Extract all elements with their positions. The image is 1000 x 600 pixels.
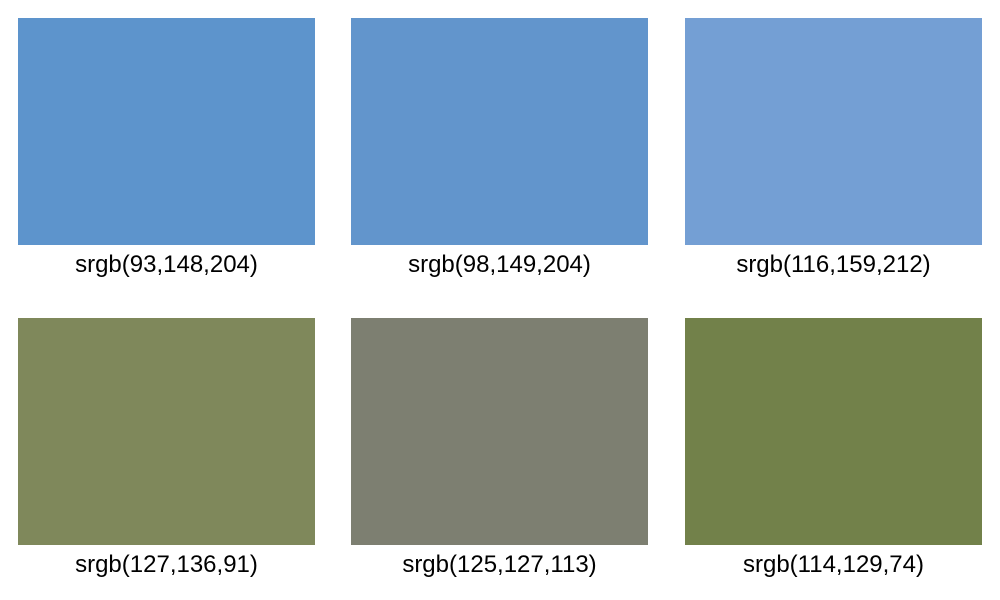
color-swatch-6 (685, 318, 982, 545)
swatch-card-2: srgb(98,149,204) (351, 18, 648, 279)
swatch-card-4: srgb(127,136,91) (18, 318, 315, 579)
color-swatch-3 (685, 18, 982, 245)
swatch-label-4: srgb(127,136,91) (75, 551, 258, 578)
swatch-label-1: srgb(93,148,204) (75, 251, 258, 278)
swatch-label-3: srgb(116,159,212) (736, 251, 931, 278)
color-swatch-4 (18, 318, 315, 545)
swatch-card-6: srgb(114,129,74) (685, 318, 982, 579)
swatch-label-2: srgb(98,149,204) (408, 251, 591, 278)
color-swatch-2 (351, 18, 648, 245)
color-swatch-5 (351, 318, 648, 545)
swatch-card-3: srgb(116,159,212) (685, 18, 982, 279)
swatch-label-5: srgb(125,127,113) (402, 551, 597, 578)
swatch-card-1: srgb(93,148,204) (18, 18, 315, 279)
swatch-card-5: srgb(125,127,113) (351, 318, 648, 579)
swatch-label-6: srgb(114,129,74) (742, 551, 924, 578)
color-swatch-1 (18, 18, 315, 245)
